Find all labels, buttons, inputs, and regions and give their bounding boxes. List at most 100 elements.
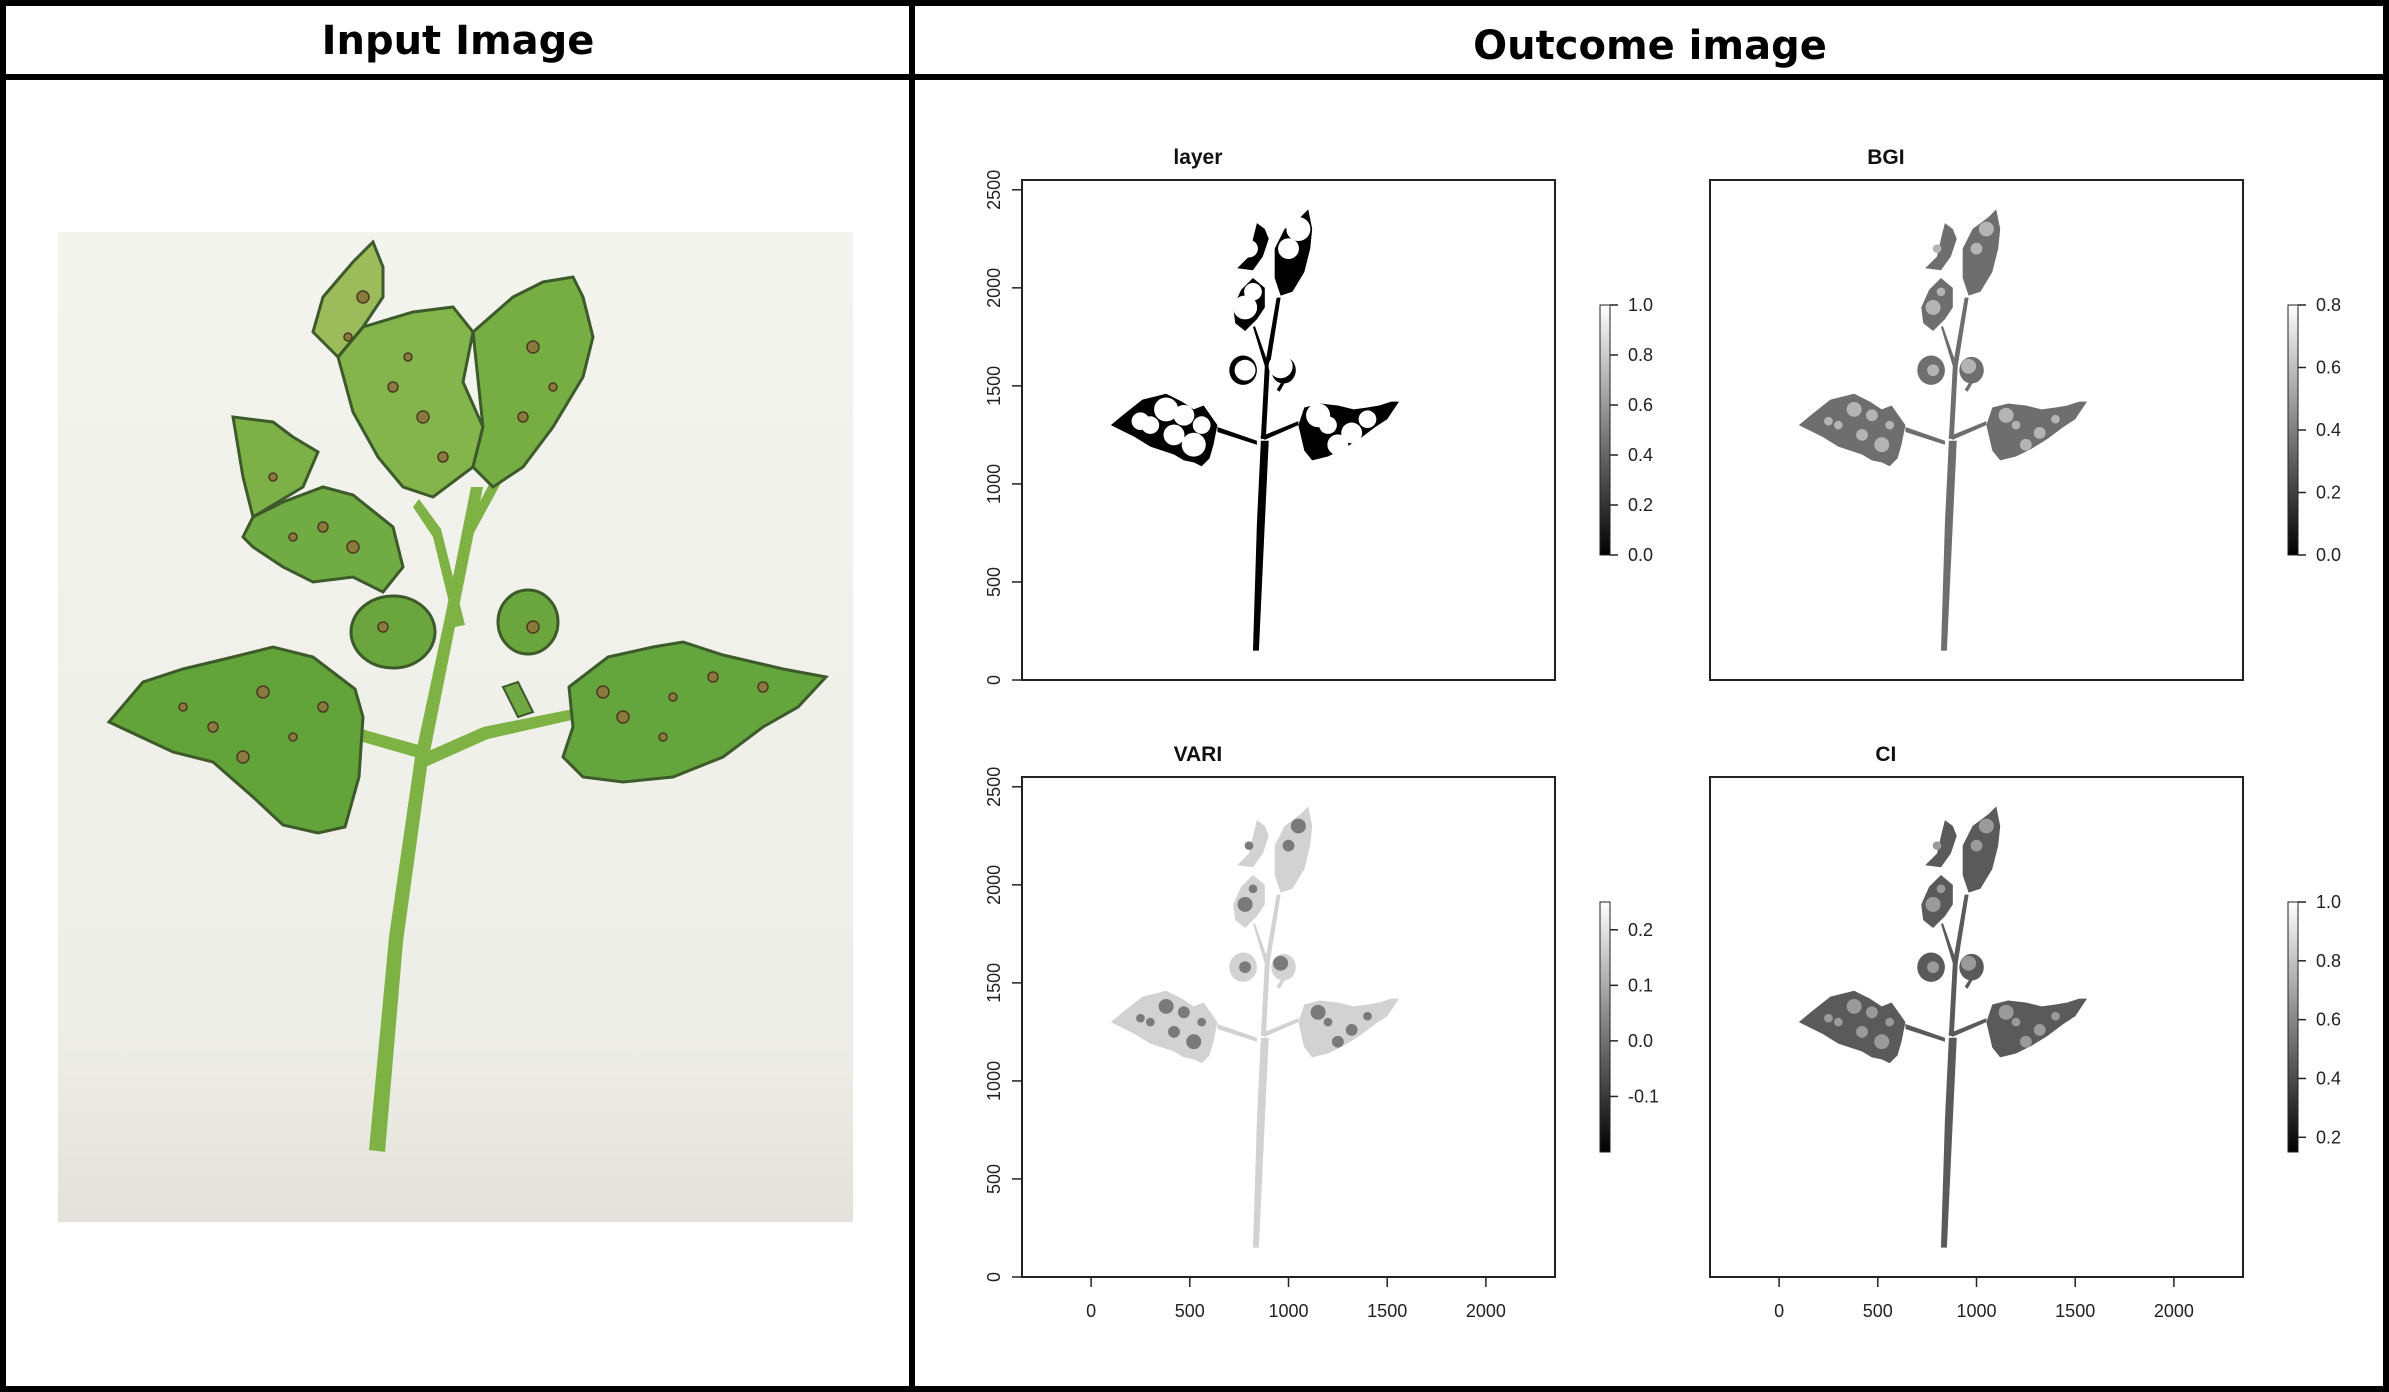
colorbar (2287, 901, 2299, 1153)
photo-spot (526, 620, 540, 634)
raster-spot (1998, 407, 2014, 423)
photo-spot (256, 685, 270, 699)
panel-title: VARI (1174, 743, 1223, 766)
photo-spot (288, 532, 298, 542)
raster-spot (1163, 424, 1185, 446)
raster-spot (1927, 364, 1939, 377)
raster-spot (1244, 841, 1254, 850)
raster-spot (1932, 841, 1942, 850)
raster-spot (1233, 295, 1258, 320)
y-tick-label: 500 (984, 1164, 1004, 1194)
raster-spot (1856, 1026, 1868, 1038)
raster-spot (1865, 409, 1878, 422)
colorbar-tick-label: 0.0 (2316, 545, 2341, 565)
colorbar (1599, 304, 1611, 556)
raster-spot (1341, 422, 1363, 444)
photo-spot (526, 340, 540, 354)
panel-title: CI (1875, 743, 1896, 766)
colorbar-tick-label: 0.6 (1628, 395, 1653, 415)
photo-spot (668, 692, 678, 702)
raster-spot (1833, 1017, 1843, 1027)
y-tick-label: 0 (984, 675, 1004, 685)
x-tick-label: 500 (1175, 1301, 1205, 1321)
raster-spot (1181, 432, 1206, 457)
photo-spot (548, 382, 558, 392)
colorbar-tick-label: 1.0 (2316, 892, 2341, 912)
raster-spot (1998, 1004, 2014, 1020)
panel-layer: layer 0 500 1000 1500 2000 2500 0.0 0.2 0.4 0.6 0.8… (984, 146, 1653, 685)
y-tick-label: 1500 (984, 366, 1004, 406)
colorbar-tick-label: 0.4 (1628, 445, 1653, 465)
photo-spot (658, 732, 668, 742)
raster-spot (1234, 359, 1256, 381)
colorbar-tick-label: 0.0 (1628, 1031, 1653, 1051)
raster-spot (1345, 1024, 1358, 1036)
raster-spot (1856, 429, 1868, 441)
y-tick-label: 1000 (984, 464, 1004, 504)
photo-spot (707, 671, 719, 683)
raster-spot (1290, 818, 1306, 834)
photo-spot (356, 290, 370, 304)
raster-spot (1824, 1013, 1833, 1023)
raster-spot (1885, 420, 1894, 430)
raster-spot (1358, 410, 1377, 429)
colorbar-tick-label: 0.6 (2316, 358, 2341, 378)
photo-spot (596, 685, 610, 699)
x-tick-label: 2000 (1466, 1301, 1506, 1321)
raster-spot (2051, 414, 2060, 424)
photo-spot (178, 702, 188, 712)
panel-title: layer (1173, 146, 1222, 169)
y-tick-label: 2500 (984, 170, 1004, 210)
raster-spot (1158, 998, 1174, 1014)
panel-bgi: BGI 0.0 0.2 0.4 0.6 0.8 (1709, 146, 2341, 681)
photo-spot (343, 332, 353, 342)
y-tick-label: 0 (984, 1272, 1004, 1282)
colorbar (1599, 901, 1611, 1153)
colorbar-tick-label: 0.1 (1628, 975, 1653, 995)
raster-spot (1173, 404, 1195, 426)
input-leaf-photo (58, 232, 853, 1222)
raster-spot (1331, 1035, 1344, 1048)
photo-spot (288, 732, 298, 742)
x-tick-label: 2000 (2154, 1301, 2194, 1321)
colorbar-tick-label: 0.8 (2316, 951, 2341, 971)
raster-spot (1833, 420, 1843, 430)
photo-spot (377, 621, 389, 633)
photo-spot (437, 451, 449, 463)
raster-spot (1327, 434, 1349, 456)
outcome-panels: layer 0 500 1000 1500 2000 2500 0.0 0.2 0.4 0.6 0.8… (984, 146, 2341, 1321)
photo-spot (403, 352, 413, 362)
x-tick-label: 0 (1086, 1301, 1096, 1321)
photo-spot (317, 701, 329, 713)
photo-spot (346, 540, 360, 554)
colorbar-tick-label: 0.2 (1628, 495, 1653, 515)
raster-spot (1197, 1017, 1206, 1027)
raster-spot (2019, 438, 2032, 451)
panel-vari: VARI 0 500 1000 1500 2000 2500 0 500 1000 1500 2000… (984, 743, 1659, 1321)
photo-spot (416, 410, 430, 424)
colorbar-tick-label: 0.8 (1628, 345, 1653, 365)
photo-spot (616, 710, 630, 724)
raster-spot (1237, 897, 1253, 912)
colorbar-tick-label: 0.8 (2316, 295, 2341, 315)
raster-spot (1248, 884, 1258, 894)
raster-spot (1961, 955, 1977, 971)
raster-spot (1323, 1017, 1333, 1027)
x-tick-label: 1000 (1956, 1301, 1996, 1321)
raster-spot (1310, 1004, 1326, 1020)
raster-spot (1932, 244, 1942, 253)
raster-spot (2051, 1011, 2060, 1021)
raster-spot (1278, 238, 1299, 260)
x-tick-label: 0 (1774, 1301, 1784, 1321)
raster-spot (1131, 412, 1150, 430)
raster-spot (1239, 961, 1251, 974)
y-tick-label: 1000 (984, 1061, 1004, 1101)
raster-spot (1927, 961, 1939, 974)
raster-spot (1306, 403, 1331, 428)
colorbar-tick-label: 0.2 (2316, 483, 2341, 503)
raster-spot (1286, 217, 1311, 241)
raster-spot (1273, 955, 1289, 971)
index-raster (1798, 209, 2088, 651)
